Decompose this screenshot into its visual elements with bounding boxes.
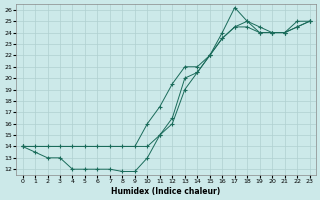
X-axis label: Humidex (Indice chaleur): Humidex (Indice chaleur) bbox=[111, 187, 221, 196]
